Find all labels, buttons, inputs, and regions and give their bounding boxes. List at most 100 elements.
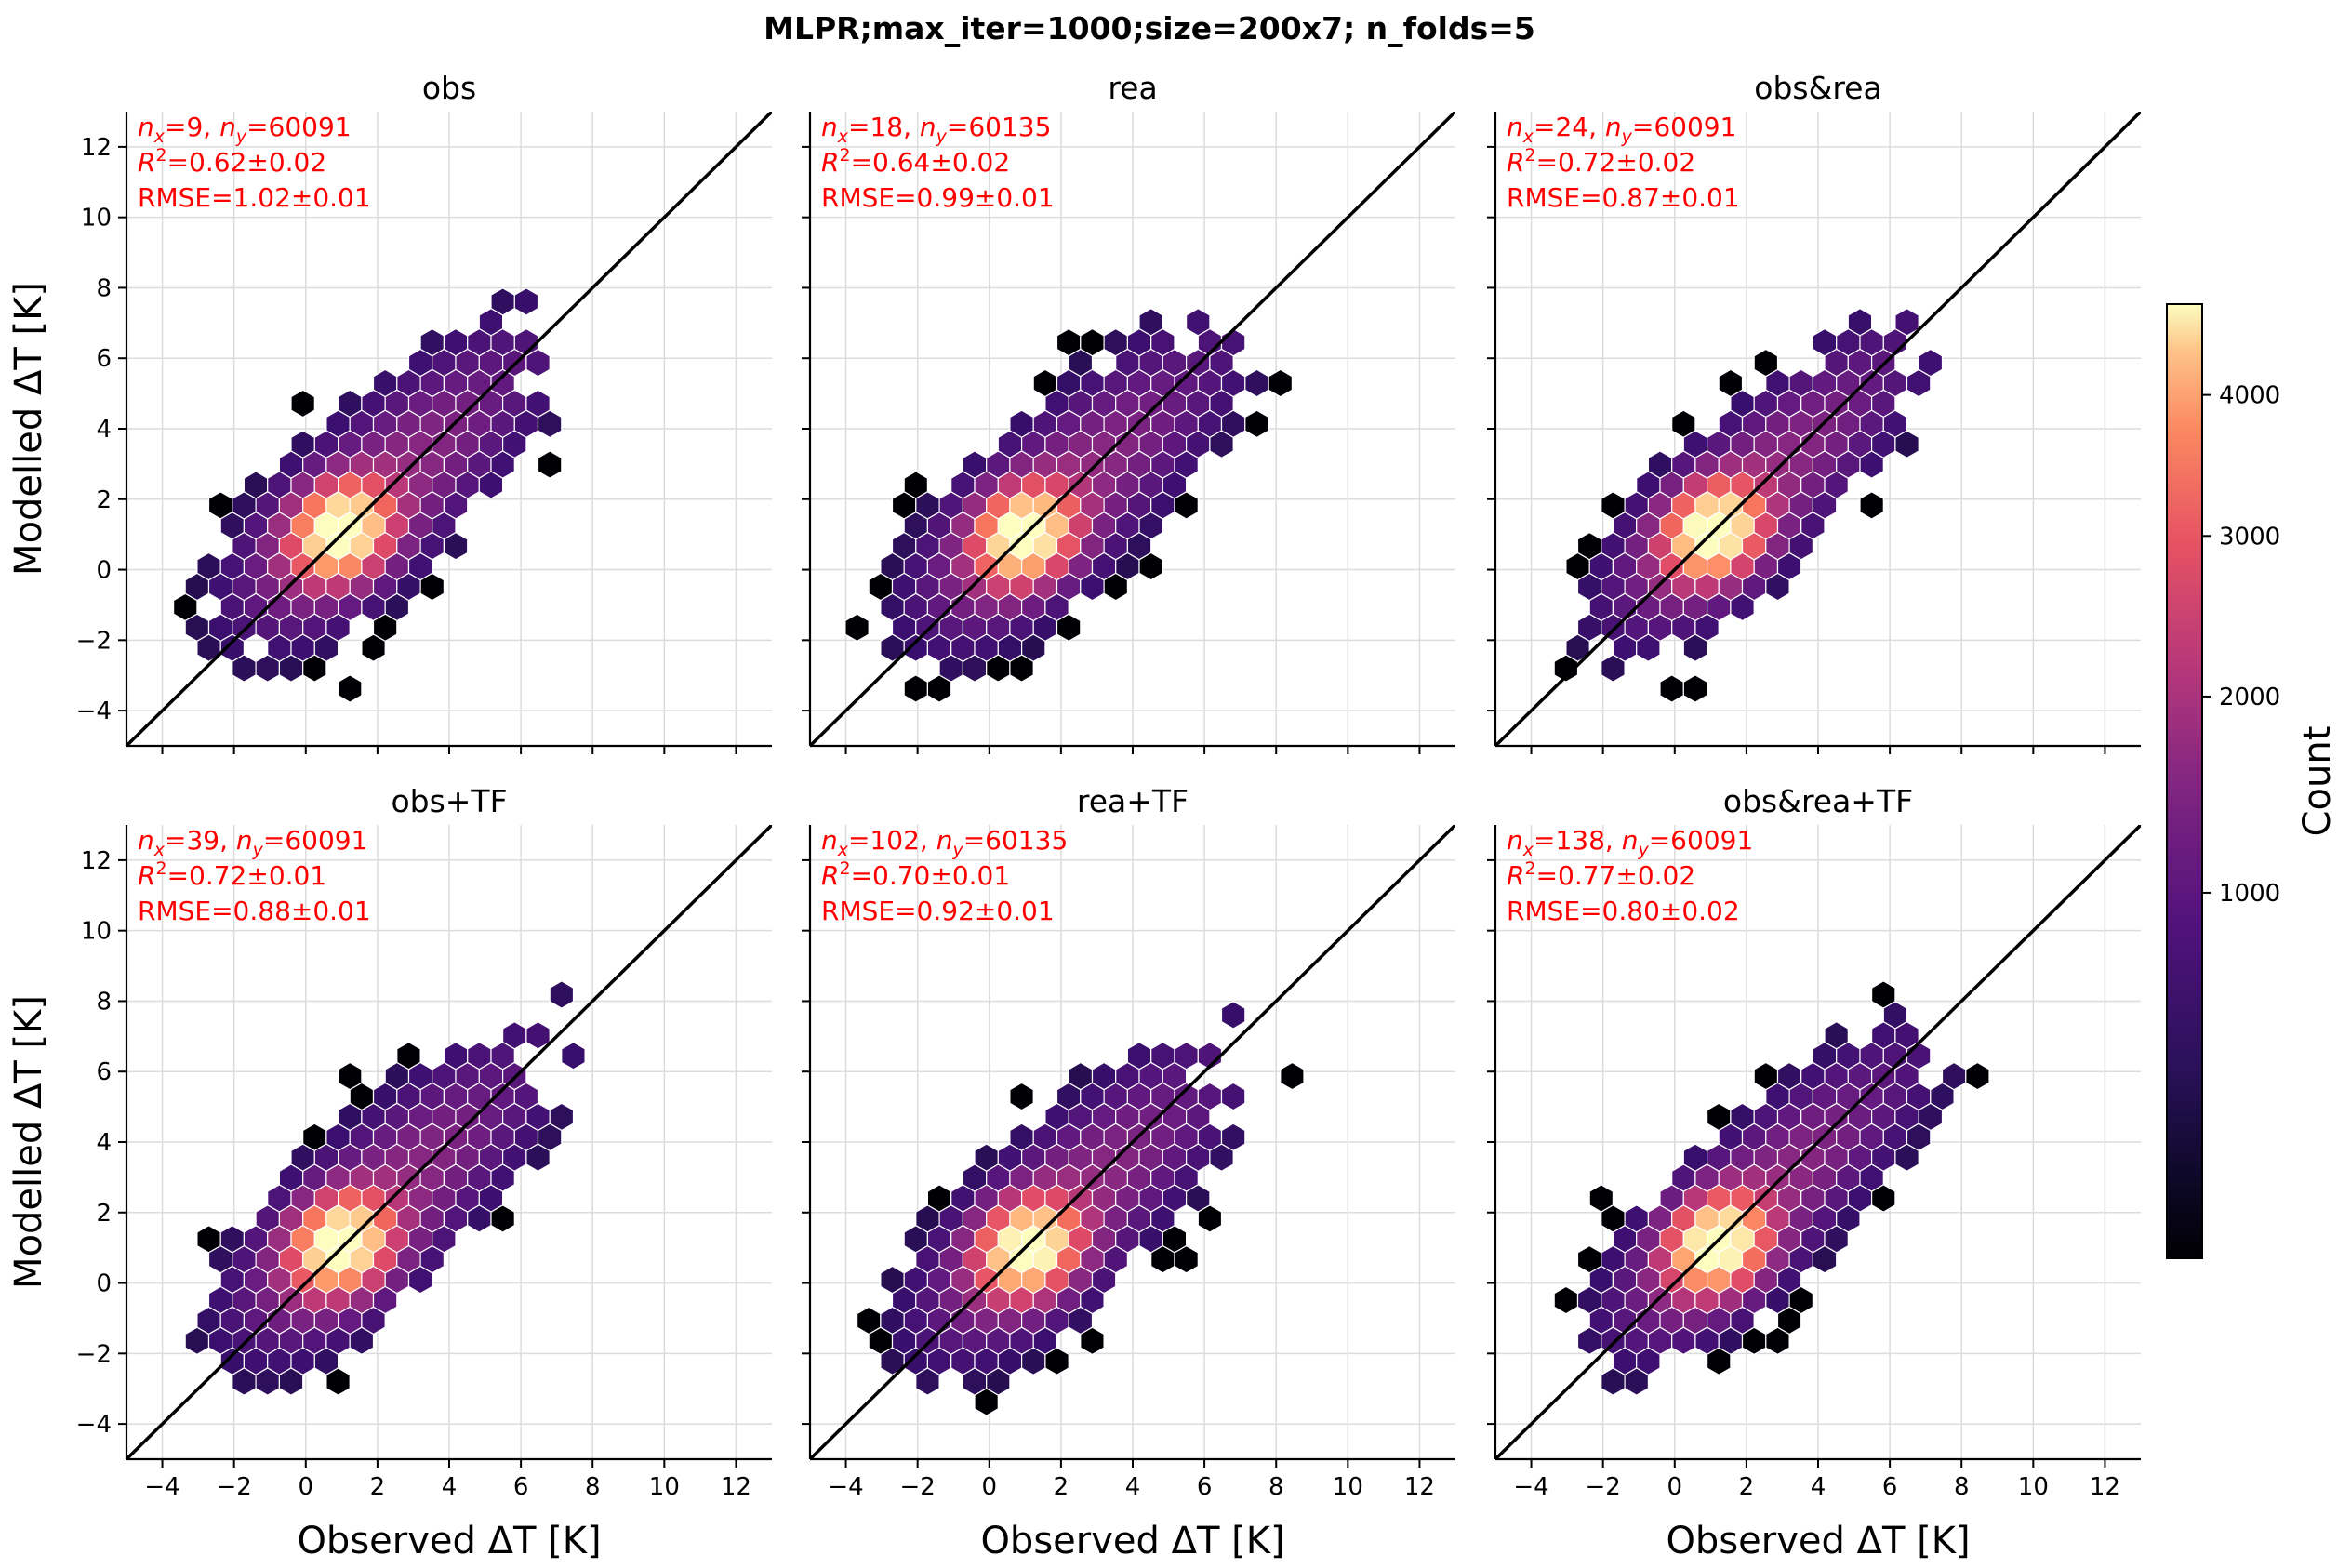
identity-line xyxy=(1495,825,2141,1459)
ny-subscript: y xyxy=(951,840,963,860)
x-tick-label: 12 xyxy=(1404,1473,1435,1501)
x-tick-label: 4 xyxy=(1811,1473,1826,1501)
hexbin-cell xyxy=(549,980,575,1009)
ny-symbol: n xyxy=(1622,825,1639,856)
stats-r2: R2=0.72±0.02 xyxy=(1507,145,1695,178)
y-tick-label: 0 xyxy=(96,557,112,585)
stats-rmse: RMSE=0.92±0.01 xyxy=(821,896,1055,926)
hexbin-cell xyxy=(1659,674,1684,703)
hexbin-cell xyxy=(1009,654,1034,683)
nx-subscript: x xyxy=(837,840,849,860)
y-tick-label: 2 xyxy=(96,1200,112,1228)
r2-symbol: R xyxy=(138,860,155,891)
hexbin-cell xyxy=(537,409,563,439)
ny-value: =60091 xyxy=(1649,825,1754,856)
x-tick-label: 2 xyxy=(370,1473,386,1501)
hexbin-cells xyxy=(844,308,1294,703)
ny-symbol: n xyxy=(920,112,936,142)
ny-subscript: y xyxy=(936,126,948,147)
ny-symbol: n xyxy=(236,825,253,856)
y-tick-label: 6 xyxy=(96,1058,112,1086)
panel-title: obs xyxy=(422,70,476,106)
stats-r2: R2=0.70±0.01 xyxy=(821,858,1010,891)
nx-subscript: x xyxy=(1522,126,1534,147)
x-tick-label: 10 xyxy=(2018,1473,2049,1501)
hexbin-cell xyxy=(1244,409,1269,439)
r2-value: =0.72±0.01 xyxy=(167,860,327,891)
colorbar: 1000 2000 3000 4000 Count xyxy=(2166,303,2339,1259)
hexbin-cells xyxy=(184,980,586,1396)
y-tick-label: 12 xyxy=(81,134,112,162)
hexbin-cell xyxy=(915,1367,940,1396)
ny-symbol: n xyxy=(1605,112,1622,142)
colorbar-tick-label: 3000 xyxy=(2219,523,2280,551)
r2-superscript: 2 xyxy=(155,858,166,879)
hexbin-cell xyxy=(1080,1326,1105,1356)
identity-line xyxy=(126,112,772,746)
r2-value: =0.64±0.02 xyxy=(851,147,1011,178)
x-tick-label: −2 xyxy=(1586,1473,1621,1501)
nx-value: =39, xyxy=(165,825,236,856)
colorbar-tick-label: 2000 xyxy=(2219,684,2280,711)
hexbin-cell xyxy=(903,674,929,703)
x-tick-label: −2 xyxy=(217,1473,252,1501)
r2-symbol: R xyxy=(1507,147,1524,178)
nx-symbol: n xyxy=(821,112,838,142)
nx-symbol: n xyxy=(1507,825,1523,856)
hexbin-cell xyxy=(1209,1143,1234,1172)
r2-superscript: 2 xyxy=(839,858,850,879)
hexbin-cell xyxy=(844,613,870,643)
hexbin-cell xyxy=(1730,592,1755,622)
hexbin-cell xyxy=(302,654,327,683)
r2-value: =0.70±0.01 xyxy=(851,860,1011,891)
panel-title: obs&rea+TF xyxy=(1723,783,1913,819)
y-tick-label: 8 xyxy=(96,274,112,302)
stats-sample-sizes: nx=39, ny=60091 xyxy=(138,825,367,860)
ny-symbol: n xyxy=(936,825,953,856)
hexbin-cells xyxy=(856,1001,1305,1416)
hexbin-cell xyxy=(1765,572,1790,602)
r2-symbol: R xyxy=(821,147,839,178)
x-tick-label: 0 xyxy=(1667,1473,1683,1501)
hexbin-cell xyxy=(1056,613,1082,643)
hexbin-cell xyxy=(1859,491,1884,520)
ny-subscript: y xyxy=(1621,126,1633,147)
x-tick-label: 10 xyxy=(649,1473,680,1501)
stats-sample-sizes: nx=24, ny=60091 xyxy=(1507,112,1736,147)
nx-value: =18, xyxy=(848,112,920,142)
hexbin-cell xyxy=(1244,368,1269,398)
ny-value: =60135 xyxy=(947,112,1052,142)
hexbin-cell xyxy=(1220,1082,1246,1111)
hexbin-cell xyxy=(419,572,445,602)
hexbin-cell xyxy=(1636,633,1661,662)
x-tick-label: 8 xyxy=(1954,1473,1970,1501)
stats-sample-sizes: nx=9, ny=60091 xyxy=(138,112,352,147)
hexbin-cell xyxy=(361,633,386,662)
stats-rmse: RMSE=0.88±0.01 xyxy=(138,896,371,926)
hexbin-cell xyxy=(407,1265,433,1295)
x-tick-label: 0 xyxy=(299,1473,314,1501)
r2-superscript: 2 xyxy=(1524,858,1535,879)
x-tick-label: 8 xyxy=(585,1473,601,1501)
hexbin-cell xyxy=(278,1367,304,1396)
hexbin-cell xyxy=(513,287,539,316)
stats-rmse: RMSE=0.99±0.01 xyxy=(821,182,1055,213)
nx-subscript: x xyxy=(837,126,849,147)
stats-sample-sizes: nx=138, ny=60091 xyxy=(1507,825,1753,860)
y-axis-label: Modelled ΔT [K] xyxy=(7,995,50,1289)
ny-subscript: y xyxy=(1637,840,1649,860)
r2-value: =0.62±0.02 xyxy=(167,147,327,178)
y-tick-label: −4 xyxy=(76,698,112,725)
ny-subscript: y xyxy=(252,840,264,860)
nx-subscript: x xyxy=(153,126,166,147)
nx-symbol: n xyxy=(1507,112,1523,142)
hexbin-cell xyxy=(478,471,504,499)
hexbin-cell xyxy=(1812,1244,1838,1274)
x-tick-label: 2 xyxy=(1054,1473,1069,1501)
hexbin-cell xyxy=(1553,1285,1579,1315)
nx-value: =138, xyxy=(1534,825,1622,856)
hexbin-cell xyxy=(1174,491,1199,520)
